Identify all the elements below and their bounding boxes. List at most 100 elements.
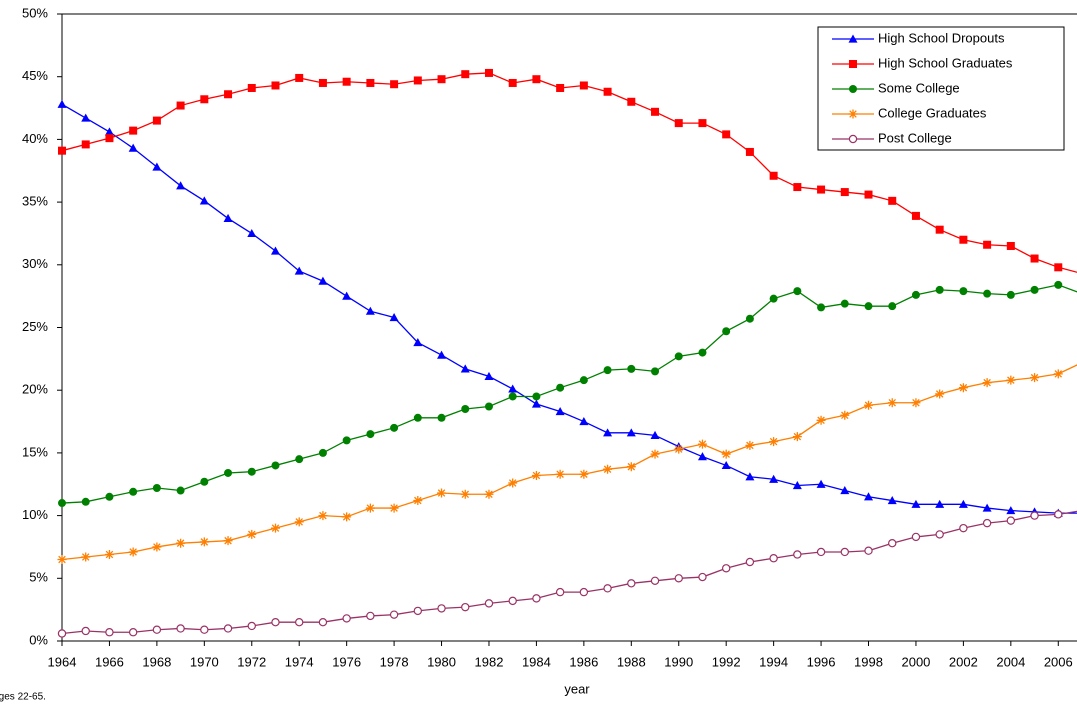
marker: [247, 228, 257, 238]
series-line: [61, 284, 1077, 504]
marker: [58, 146, 66, 155]
marker: [437, 413, 446, 422]
marker: [1054, 280, 1063, 289]
marker: [982, 518, 992, 528]
marker: [769, 437, 779, 447]
marker: [271, 81, 280, 90]
marker: [983, 240, 992, 249]
x-tick-label: 2006: [1044, 654, 1073, 669]
marker: [270, 246, 280, 255]
marker: [508, 384, 518, 393]
marker: [840, 547, 849, 557]
marker: [295, 73, 304, 82]
marker: [437, 488, 447, 498]
marker: [389, 312, 399, 322]
marker: [911, 290, 920, 299]
marker: [935, 499, 945, 508]
x-tick-label: 1964: [48, 654, 77, 669]
marker: [816, 547, 826, 557]
marker: [840, 486, 850, 495]
marker: [674, 444, 684, 454]
marker: [461, 405, 470, 414]
x-tick-label: 1966: [95, 654, 124, 669]
marker: [935, 530, 944, 539]
marker: [270, 523, 280, 533]
marker: [651, 367, 660, 376]
y-tick-label: 50%: [22, 5, 48, 20]
marker: [1006, 516, 1016, 525]
marker: [603, 366, 612, 375]
marker: [57, 554, 67, 564]
marker: [674, 352, 683, 361]
marker: [982, 378, 992, 388]
marker: [318, 511, 328, 521]
marker: [722, 327, 731, 336]
marker: [556, 383, 565, 392]
marker: [698, 572, 707, 582]
marker: [626, 428, 636, 437]
series-line: [61, 510, 1077, 635]
marker: [366, 430, 375, 439]
marker: [484, 371, 494, 381]
marker: [532, 392, 541, 401]
marker: [200, 477, 209, 486]
marker: [104, 549, 114, 559]
marker: [390, 423, 399, 432]
x-tick-label: 1980: [427, 654, 456, 669]
marker: [342, 614, 351, 623]
marker: [840, 299, 849, 308]
x-tick-label: 2002: [949, 654, 978, 669]
marker: [698, 348, 707, 357]
marker: [911, 499, 921, 508]
marker: [769, 171, 778, 180]
marker: [152, 116, 161, 125]
marker: [389, 610, 399, 619]
marker: [650, 576, 660, 586]
marker: [887, 398, 897, 408]
marker: [579, 81, 588, 90]
marker: [461, 70, 470, 79]
note: Ages 22-65.: [0, 692, 46, 703]
marker: [342, 512, 352, 522]
marker: [911, 211, 920, 220]
marker: [413, 606, 423, 616]
x-tick-label: 1974: [285, 654, 314, 669]
marker: [81, 140, 90, 149]
marker: [721, 449, 731, 459]
marker: [224, 468, 233, 477]
marker: [698, 119, 707, 128]
marker: [555, 407, 565, 416]
marker: [674, 574, 683, 583]
x-tick-label: 1968: [142, 654, 171, 669]
marker: [531, 399, 541, 408]
marker: [81, 626, 90, 636]
marker: [81, 497, 90, 506]
marker: [674, 119, 683, 128]
marker: [603, 428, 613, 437]
y-tick-label: 10%: [22, 507, 48, 522]
series-line: [61, 364, 1077, 561]
marker: [129, 487, 138, 496]
x-tick-label: 1976: [332, 654, 361, 669]
marker: [57, 99, 67, 108]
marker: [105, 492, 114, 501]
marker: [579, 587, 589, 597]
marker: [864, 190, 873, 199]
marker: [176, 181, 186, 190]
marker: [935, 225, 944, 234]
marker: [1030, 511, 1039, 520]
legend-marker: [848, 134, 858, 144]
marker: [294, 266, 304, 275]
marker: [721, 564, 731, 573]
marker: [697, 439, 707, 449]
marker: [888, 196, 897, 205]
x-tick-label: 2004: [996, 654, 1025, 669]
marker: [223, 624, 233, 633]
marker: [1053, 369, 1063, 379]
marker: [508, 596, 517, 606]
marker: [1006, 290, 1015, 299]
marker: [769, 294, 778, 303]
marker: [128, 547, 138, 557]
legend-label: College Graduates: [878, 105, 987, 120]
